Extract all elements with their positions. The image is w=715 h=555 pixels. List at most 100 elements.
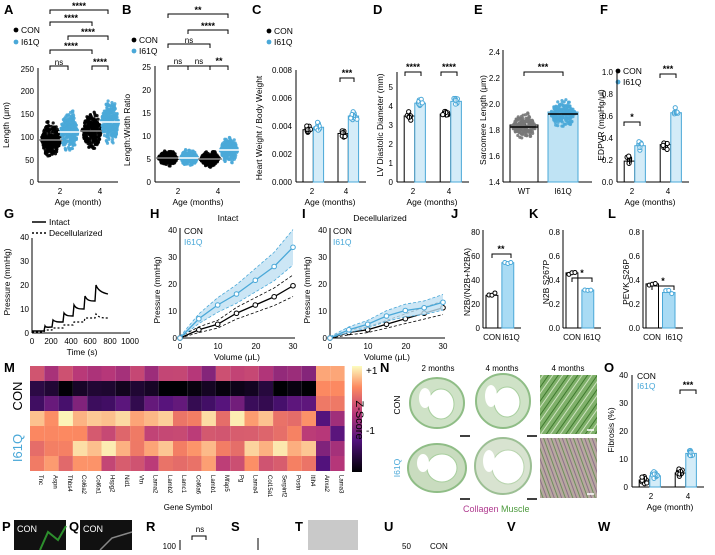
heatmap-cell: [287, 441, 302, 456]
panel-g-xtick: 400: [64, 337, 78, 346]
heatmap-cell: [301, 441, 316, 456]
panel-j-xtick: I61Q: [502, 333, 519, 342]
panel-f-bracket: [659, 73, 677, 78]
gene-label: Lama4: [252, 475, 258, 494]
cell-point: [93, 133, 97, 138]
cell-point: [234, 146, 239, 151]
heatmap-cell: [316, 396, 331, 411]
panel-i-ytick: 30: [318, 253, 327, 262]
heatmap-cell: [87, 441, 102, 456]
cell-point: [75, 127, 79, 132]
cell-point: [82, 135, 86, 139]
heatmap-cell: [130, 411, 145, 426]
panel-d-sig: ****: [442, 62, 457, 72]
cell-point: [559, 119, 564, 123]
panel-l-ytick: 0.8: [629, 228, 641, 237]
data-point: [327, 335, 333, 341]
panel-f: F CON I61Q EDPVR (mmHg/μl) 0.0 0.2 0.4 0…: [596, 2, 689, 207]
panel-j-ytick: 80: [471, 228, 480, 237]
panel-f-bracket: [623, 121, 641, 126]
bar-con: [645, 283, 659, 329]
panel-i-xtick: 30: [439, 342, 448, 351]
cell-point: [528, 134, 532, 138]
cell-point: [52, 149, 56, 154]
panel-k-ytick: 0.6: [549, 252, 561, 261]
cell-point: [63, 119, 67, 123]
data-point: [677, 471, 683, 477]
cell-point: [70, 128, 75, 132]
panel-i-xtick: 20: [402, 342, 411, 351]
panel-k: K N2B S267P 0.0 0.2 0.4 0.6 0.8 CON I61Q…: [529, 206, 601, 342]
cell-point: [557, 106, 561, 110]
panel-d-xlabel: Age (months): [406, 197, 457, 207]
panel-s-letter: S: [231, 519, 240, 534]
panel-g-ytick: 20: [20, 281, 29, 290]
cell-point: [170, 151, 174, 155]
panel-h-ylabel: Pressure (mmHg): [152, 256, 162, 323]
heatmap-cell: [316, 366, 331, 381]
panel-f-xlabel: Age (months): [624, 197, 675, 207]
panel-o-ylabel: Fibrosis (%): [606, 407, 616, 453]
panel-k-ytick: 0.0: [549, 324, 561, 333]
panel-b-sig: **: [194, 5, 202, 15]
panel-e: E Sarcomere Length (μm) 1.4 1.6 1.8 2.0 …: [474, 2, 592, 196]
cell-point: [83, 127, 87, 132]
heatmap-cell: [215, 366, 231, 381]
cell-point: [87, 122, 91, 126]
panel-r-sig: ns: [196, 525, 204, 534]
panel-q-letter: Q: [69, 519, 79, 534]
heatmap-cell: [44, 456, 59, 471]
cell-point: [516, 116, 520, 121]
panel-h-ytick: 40: [168, 226, 177, 235]
cell-point: [558, 104, 562, 108]
data-point: [652, 280, 658, 286]
cell-point: [184, 148, 188, 152]
cell-point: [93, 139, 98, 143]
bar-con: [302, 129, 314, 183]
panel-m-gene-labels: Tnc Aspn Thbs4 Col6a2 Col6a1 Hspg2 Nid1 Vtn Lama…: [37, 475, 343, 498]
data-point: [233, 291, 240, 297]
gene-label: Col6a1: [94, 475, 100, 495]
heatmap-cell: [130, 381, 145, 396]
panel-t-letter: T: [295, 519, 303, 534]
heatmap-cell: [72, 441, 88, 456]
heatmap-cell: [201, 456, 216, 471]
panel-j-ytick: 40: [471, 276, 480, 285]
cell-point: [553, 115, 557, 119]
panel-o-ytick: 10: [619, 455, 628, 464]
cell-point: [66, 139, 70, 143]
legend-i61q-label: I61Q: [139, 46, 158, 56]
panel-f-chart: [616, 72, 689, 183]
heatmap-cell: [301, 456, 316, 471]
heatmap-cell: [130, 456, 145, 471]
heatmap-cell: [187, 426, 202, 441]
cell-point: [66, 133, 70, 137]
cell-point: [88, 113, 92, 117]
heatmap-cell: [258, 426, 274, 441]
heatmap-cell: [72, 426, 88, 441]
heatmap-cell: [258, 396, 274, 411]
panel-b-ytick: 25: [142, 63, 151, 72]
heatmap-cell: [258, 366, 274, 381]
panel-f-ytick: 0.2: [602, 156, 614, 165]
cell-point: [226, 141, 230, 146]
cell-point: [104, 139, 108, 143]
panel-b-ytick: 0: [147, 178, 152, 187]
gene-label: Lama2: [152, 475, 158, 494]
panel-d-ylabel: LV Diastolic Diameter (mm): [375, 73, 385, 176]
bar-con: [337, 132, 349, 183]
panel-n-title: 4 months: [552, 364, 585, 373]
panel-f-letter: F: [600, 2, 608, 17]
cell-point: [227, 135, 232, 140]
data-point: [177, 335, 183, 341]
panel-c-sig: ***: [342, 68, 353, 78]
panel-p-label: CON: [17, 524, 37, 534]
legend-i61q-label: I61Q: [184, 237, 203, 247]
panel-d-ytick: 0: [389, 178, 394, 187]
cell-point: [98, 133, 102, 137]
legend-con-dot: [266, 28, 272, 34]
cell-point: [224, 154, 228, 158]
cell-point: [71, 119, 75, 123]
panel-b-xtick: 2: [176, 187, 181, 196]
panel-b-sig: ****: [201, 21, 216, 31]
